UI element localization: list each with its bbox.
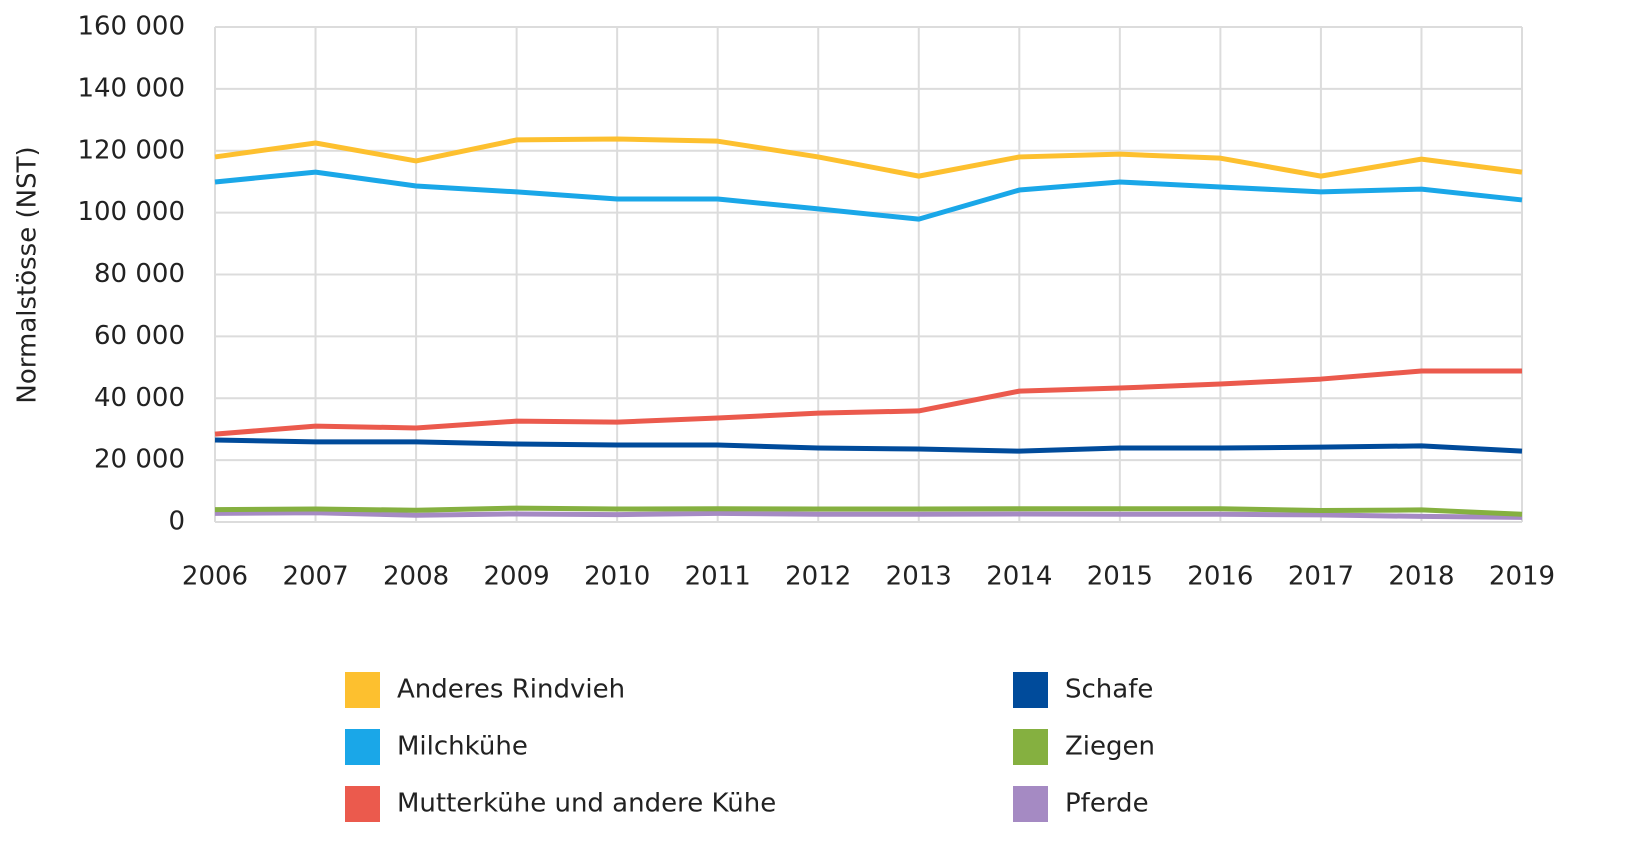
- x-tick-label: 2011: [685, 562, 751, 592]
- y-tick-label: 160 000: [77, 12, 185, 42]
- x-tick-label: 2012: [785, 562, 851, 592]
- legend-swatch: [1013, 786, 1048, 822]
- x-tick-label: 2010: [584, 562, 650, 592]
- legend-swatch: [345, 672, 380, 708]
- y-tick-label: 100 000: [77, 197, 185, 227]
- x-tick-label: 2016: [1187, 562, 1253, 592]
- legend-label: Milchkühe: [397, 732, 528, 762]
- legend-swatch: [1013, 672, 1048, 708]
- x-tick-label: 2013: [886, 562, 952, 592]
- series-line: [214, 368, 1522, 437]
- y-tick-label: 20 000: [94, 445, 185, 475]
- x-tick-label: 2015: [1087, 562, 1153, 592]
- x-tick-label: 2007: [282, 562, 348, 592]
- series-line: [214, 437, 1523, 454]
- y-axis-label: Normalstösse (NST): [13, 146, 43, 403]
- y-tick-label: 120 000: [77, 135, 185, 165]
- x-tick-label: 2008: [383, 562, 449, 592]
- series-line: [214, 505, 1523, 517]
- series-line: [214, 136, 1523, 179]
- y-tick-label: 60 000: [94, 321, 185, 351]
- legend-label: Schafe: [1065, 675, 1153, 705]
- legend-swatch: [1013, 729, 1048, 765]
- legend-label: Mutterkühe und andere Kühe: [397, 789, 776, 819]
- legend-label: Pferde: [1065, 789, 1149, 819]
- series-line: [214, 510, 1523, 520]
- x-tick-label: 2009: [484, 562, 550, 592]
- x-tick-label: 2006: [182, 562, 248, 592]
- legend-label: Ziegen: [1065, 732, 1155, 762]
- x-tick-label: 2018: [1388, 562, 1454, 592]
- y-tick-label: 80 000: [94, 259, 185, 289]
- legend-swatch: [345, 786, 380, 822]
- legend-label: Anderes Rindvieh: [397, 675, 625, 705]
- x-tick-label: 2014: [986, 562, 1052, 592]
- series-line: [214, 169, 1523, 222]
- y-tick-label: 140 000: [77, 73, 185, 103]
- legend-swatch: [345, 729, 380, 765]
- y-tick-label: 40 000: [94, 383, 185, 413]
- x-tick-label: 2017: [1288, 562, 1354, 592]
- x-tick-label: 2019: [1489, 562, 1555, 592]
- y-tick-label: 0: [168, 507, 185, 537]
